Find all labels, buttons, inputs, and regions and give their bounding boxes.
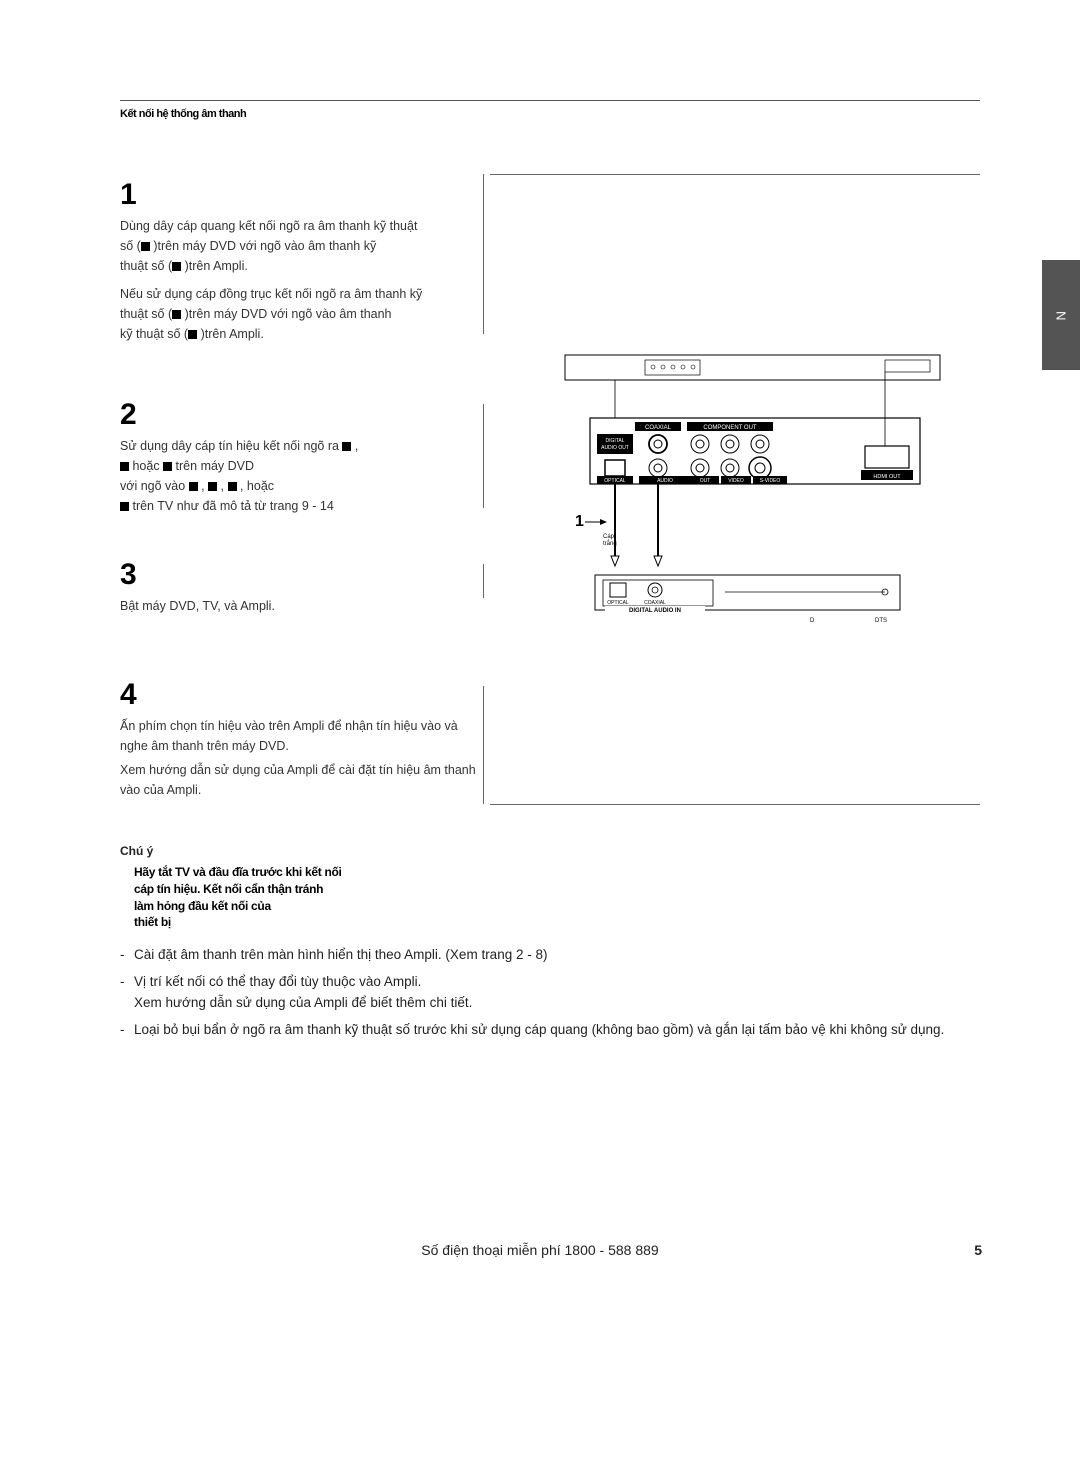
side-tab: N [1042,260,1080,370]
t: số ( [120,239,141,253]
amp-d: D [810,618,815,624]
step-text: Sử dụng dây cáp tín hiệu kết nối ngõ ra … [120,436,480,516]
t: thuật số ( [120,307,172,321]
placeholder-icon [141,242,150,251]
step-text: Bật máy DVD, TV, và Ampli. [120,596,480,616]
step-2: 2 Sử dụng dây cáp tín hiệu kết nối ngõ r… [120,398,480,516]
step-number: 1 [120,178,480,212]
col-rule [483,174,484,334]
notes-section: Chú ý Hãy tắt TV và đầu đĩa trước khi kế… [120,842,980,1047]
placeholder-icon [172,310,181,319]
placeholder-icon [228,482,237,491]
section-title: Kết nối hệ thống âm thanh [120,108,246,120]
step-text: Ấn phím chọn tín hiệu vào trên Ampli để … [120,716,480,800]
col-rule [483,564,484,598]
placeholder-icon [188,330,197,339]
t: trên máy DVD [172,459,254,473]
right-rule-bot [490,804,980,805]
col-rule [483,404,484,508]
t: Dùng dây cáp quang kết nối ngõ ra âm tha… [120,219,417,233]
note-item: Loại bỏ bụi bẩn ở ngõ ra âm thanh kỹ thu… [120,1020,980,1041]
col-rule [483,686,484,804]
amp-dai: DIGITAL AUDIO IN [629,608,681,614]
lbl-out: OUT [700,478,711,484]
t: với ngõ vào [120,479,189,493]
step-1: 1 Dùng dây cáp quang kết nối ngõ ra âm t… [120,178,480,344]
t: , [217,479,227,493]
svg-text:AUDIO OUT: AUDIO OUT [601,445,629,451]
lbl-svideo: S-VIDEO [760,478,781,484]
step-text: Dùng dây cáp quang kết nối ngõ ra âm tha… [120,216,480,344]
t: )trên Ampli. [185,259,248,273]
notes-warning: Hãy tắt TV và đầu đĩa trước khi kết nối … [134,864,980,931]
svg-text:DIGITAL: DIGITAL [605,438,624,444]
page-number: 5 [974,1242,982,1258]
t: , hoặc [237,479,275,493]
lbl-video: VIDEO [728,478,744,484]
t: , [351,439,358,453]
amp-coaxial: COAXIAL [644,600,666,606]
t: , [198,479,208,493]
marker-1: 1 [575,513,584,530]
note-item: Vị trí kết nối có thể thay đổi tùy thuộc… [120,972,980,1014]
t: )trên Ampli. [201,327,264,341]
placeholder-icon [189,482,198,491]
notes-heading: Chú ý [120,844,153,858]
placeholder-icon [172,262,181,271]
t: hoặc [132,459,163,473]
placeholder-icon [208,482,217,491]
step-number: 3 [120,558,480,592]
connection-diagram: COAXIAL COMPONENT OUT DIGITAL AUDIO OUT [555,350,950,630]
step-number: 2 [120,398,480,432]
placeholder-icon [120,502,129,511]
t: )trên máy DVD với ngõ vào âm thanh kỹ [153,239,376,253]
amp-optical: OPTICAL [607,600,629,606]
lbl-audio: AUDIO [657,478,673,484]
placeholder-icon [163,462,172,471]
step-number: 4 [120,678,480,712]
lbl-coaxial: COAXIAL [645,425,672,431]
step-3: 3 Bật máy DVD, TV, và Ampli. [120,558,480,616]
footer-phone: Số điện thoại miễn phí 1800 - 588 889 [0,1242,1080,1258]
t: Sử dụng dây cáp tín hiệu kết nối ngõ ra [120,439,342,453]
lbl-hdmi: HDMI OUT [873,474,901,480]
t: kỹ thuật số ( [120,327,188,341]
t: Ấn phím chọn tín hiệu vào trên Ampli để … [120,719,458,753]
svg-text:Cáp: Cáp [603,534,615,540]
right-rule-top [490,174,980,175]
t: trên TV như đã mô tả từ trang 9 - 14 [129,499,334,513]
note-item: Cài đặt âm thanh trên màn hình hiển thị … [120,945,980,966]
placeholder-icon [120,462,129,471]
t: )trên máy DVD với ngõ vào âm thanh [185,307,392,321]
t: Xem hướng dẫn sử dụng của Ampli để cài đ… [120,763,476,797]
amp-dts: DTS [875,618,887,624]
t: thuật số ( [120,259,172,273]
header-rule [120,100,980,101]
step-4: 4 Ấn phím chọn tín hiệu vào trên Ampli đ… [120,678,480,800]
lbl-component: COMPONENT OUT [703,425,757,431]
lbl-optical: OPTICAL [604,478,626,484]
t: Nếu sử dụng cáp đồng trục kết nối ngõ ra… [120,287,422,301]
side-tab-label: N [1053,310,1068,320]
